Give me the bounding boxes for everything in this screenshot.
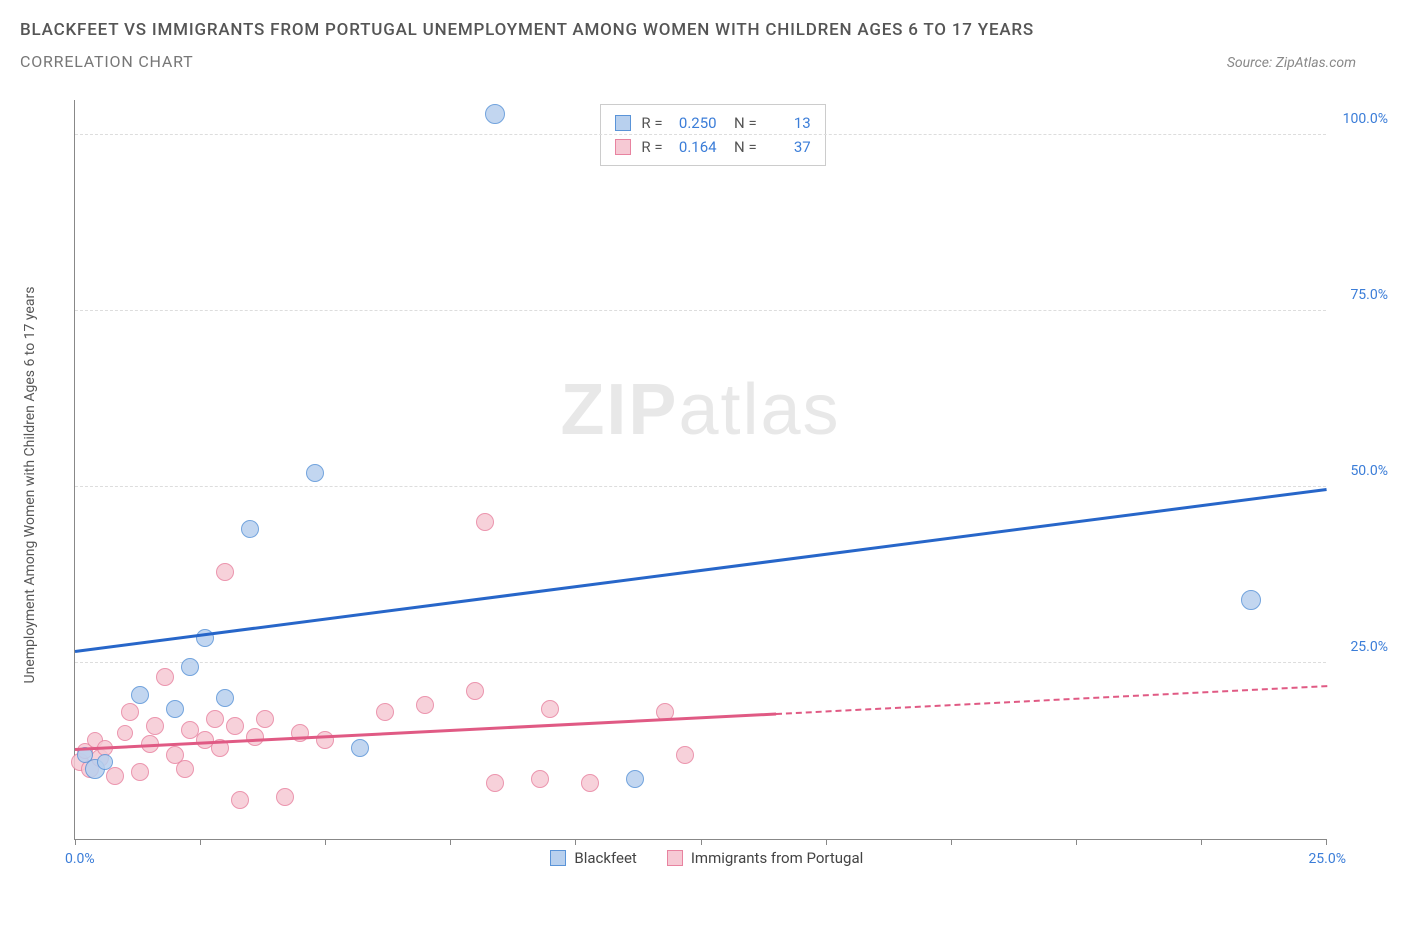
x-tick [1201, 839, 1202, 845]
data-point-pink [176, 760, 194, 778]
x-tick [951, 839, 952, 845]
data-point-blue [306, 464, 324, 482]
legend-swatch [615, 139, 631, 155]
data-point-blue [166, 700, 184, 718]
data-point-pink [416, 696, 434, 714]
data-point-pink [466, 682, 484, 700]
legend-item: Blackfeet [550, 849, 636, 867]
data-point-pink [226, 717, 244, 735]
trend-line [75, 713, 776, 752]
plot-area: ZIPatlas R = 0.250 N = 13R = 0.164 N = 37 0.… [74, 100, 1326, 840]
data-point-blue [241, 520, 259, 538]
x-tick [325, 839, 326, 845]
data-point-pink [206, 710, 224, 728]
data-point-pink [121, 703, 139, 721]
data-point-pink [156, 668, 174, 686]
x-tick [701, 839, 702, 845]
n-label: N = [727, 111, 757, 135]
data-point-pink [276, 788, 294, 806]
data-point-pink [146, 717, 164, 735]
x-tick [575, 839, 576, 845]
stats-row: R = 0.250 N = 13 [615, 111, 810, 135]
x-axis-min-label: 0.0% [65, 851, 95, 867]
data-point-blue [131, 686, 149, 704]
grid-line [75, 662, 1326, 663]
data-point-blue [216, 689, 234, 707]
data-point-pink [676, 746, 694, 764]
r-value: 0.250 [673, 111, 717, 135]
data-point-blue [1241, 590, 1261, 610]
chart-title: BLACKFEET VS IMMIGRANTS FROM PORTUGAL UN… [20, 18, 1386, 44]
data-point-blue [485, 104, 505, 124]
data-point-pink [256, 710, 274, 728]
data-point-pink [106, 767, 124, 785]
data-point-pink [231, 791, 249, 809]
data-point-blue [626, 770, 644, 788]
x-tick [200, 839, 201, 845]
grid-line [75, 310, 1326, 311]
data-point-pink [581, 774, 599, 792]
stats-row: R = 0.164 N = 37 [615, 135, 810, 159]
grid-line [75, 134, 1326, 135]
data-point-pink [131, 763, 149, 781]
data-point-pink [117, 725, 133, 741]
y-tick-label: 75.0% [1350, 287, 1388, 303]
data-point-blue [351, 739, 369, 757]
watermark: ZIPatlas [560, 369, 840, 451]
trend-line [75, 488, 1327, 653]
chart-subtitle: CORRELATION CHART [20, 52, 194, 71]
data-point-blue [97, 754, 113, 770]
data-point-pink [476, 513, 494, 531]
trend-line-extrapolated [776, 685, 1327, 715]
y-tick-label: 25.0% [1350, 639, 1388, 655]
legend-swatch [667, 850, 683, 866]
data-point-pink [486, 774, 504, 792]
n-value: 13 [767, 111, 811, 135]
x-tick [1326, 839, 1327, 845]
legend-label: Immigrants from Portugal [691, 849, 863, 867]
legend: Blackfeet Immigrants from Portugal [550, 849, 863, 867]
y-tick-label: 50.0% [1350, 463, 1388, 479]
r-label: R = [641, 111, 662, 135]
legend-swatch [615, 115, 631, 131]
data-point-pink [216, 563, 234, 581]
x-tick [1076, 839, 1077, 845]
legend-label: Blackfeet [574, 849, 636, 867]
x-tick [450, 839, 451, 845]
chart-container: Unemployment Among Women with Children A… [60, 100, 1326, 870]
r-value: 0.164 [673, 135, 717, 159]
data-point-pink [246, 728, 264, 746]
y-tick-label: 100.0% [1343, 111, 1388, 127]
n-label: N = [727, 135, 757, 159]
x-axis-max-label: 25.0% [1308, 851, 1346, 867]
n-value: 37 [767, 135, 811, 159]
x-tick [826, 839, 827, 845]
data-point-pink [541, 700, 559, 718]
data-point-pink [376, 703, 394, 721]
data-point-pink [531, 770, 549, 788]
legend-swatch [550, 850, 566, 866]
y-axis-label: Unemployment Among Women with Children A… [22, 287, 38, 684]
r-label: R = [641, 135, 662, 159]
grid-line [75, 486, 1326, 487]
source-citation: Source: ZipAtlas.com [1227, 55, 1356, 71]
x-tick [75, 839, 76, 845]
data-point-blue [181, 658, 199, 676]
legend-item: Immigrants from Portugal [667, 849, 863, 867]
